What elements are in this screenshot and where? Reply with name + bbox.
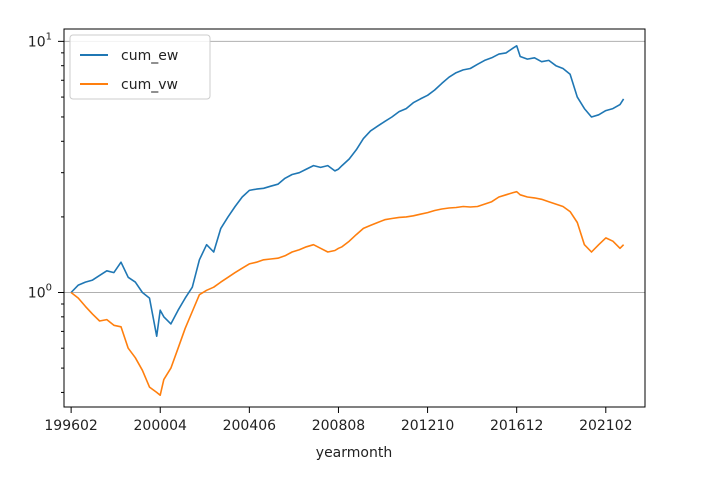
x-tick-label: 200004 [134, 418, 188, 434]
y-tick-label-base: 10 [28, 285, 46, 301]
x-tick-label: 201612 [490, 418, 543, 434]
legend-label-cum-vw: cum_vw [121, 77, 178, 93]
series-line-cum-ew [70, 44, 625, 338]
x-axis-title: yearmonth [316, 445, 392, 461]
legend: cum_ew cum_vw [69, 34, 211, 100]
plot-frame [63, 28, 646, 408]
y-tick-label-exponent: 1 [46, 31, 52, 42]
series-line-cum-vw [70, 190, 625, 397]
x-tick-label: 202102 [579, 418, 632, 434]
y-tick-label-exponent: 0 [46, 282, 52, 293]
x-tick-label: 199602 [44, 418, 97, 434]
x-tick-label: 200406 [223, 418, 277, 434]
legend-label-cum-ew: cum_ew [121, 48, 178, 64]
y-tick-label: 101 [28, 31, 52, 50]
y-tick-label: 100 [28, 282, 52, 301]
series-layer [70, 44, 625, 397]
x-tick-label: 201210 [401, 418, 454, 434]
y-tick-label-base: 10 [28, 34, 46, 50]
x-tick-label: 200808 [312, 418, 365, 434]
